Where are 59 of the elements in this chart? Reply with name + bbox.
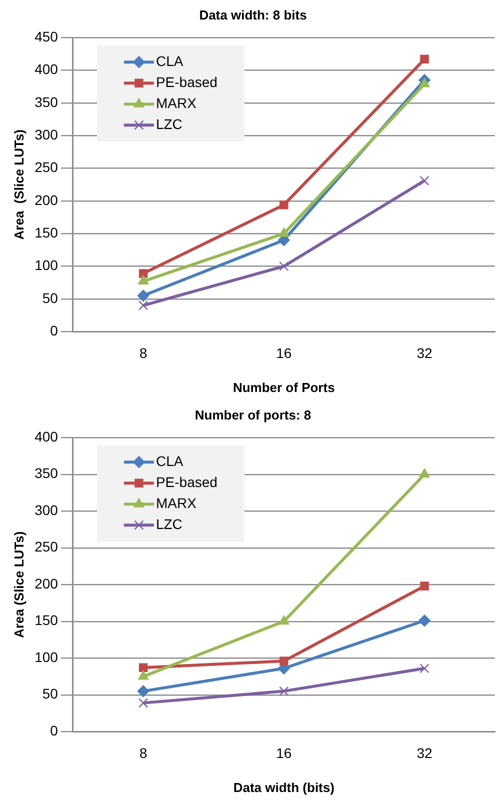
y-tick-label: 200 — [34, 192, 58, 208]
x-tick-label: 8 — [139, 344, 148, 361]
point — [279, 200, 288, 210]
point — [420, 664, 430, 674]
point — [278, 615, 290, 625]
x-axis-title: Data width (bits) — [233, 780, 334, 795]
y-tick-label: 350 — [34, 465, 58, 482]
point — [279, 656, 288, 666]
chart-title: Number of ports: 8 — [194, 407, 312, 422]
y-tick-label: 150 — [34, 612, 58, 628]
y-tick-label: 200 — [34, 575, 58, 592]
legend-label: LZC — [156, 516, 182, 532]
point — [420, 582, 429, 590]
point — [279, 261, 289, 272]
y-axis-title: Area (Slice LUTs) — [11, 531, 26, 638]
y-tick-label: 450 — [34, 28, 58, 44]
point — [138, 269, 148, 278]
y-tick-label: 250 — [34, 538, 58, 555]
y-tick-label: 50 — [42, 290, 58, 306]
point — [418, 614, 430, 627]
point — [279, 686, 289, 696]
x-tick-label: 8 — [139, 744, 148, 761]
y-tick-label: 250 — [34, 159, 58, 176]
point — [138, 300, 148, 310]
y-tick-label: 300 — [34, 502, 58, 518]
point — [419, 468, 430, 478]
legend-label: LZC — [156, 116, 182, 132]
point — [420, 54, 429, 64]
point — [278, 228, 290, 237]
y-tick-label: 100 — [34, 648, 58, 665]
x-axis-title: Number of Ports — [232, 380, 335, 395]
point — [138, 663, 148, 672]
x-tick-label: 16 — [276, 744, 292, 761]
legend-label: CLA — [156, 52, 184, 69]
legend-label: MARX — [156, 94, 198, 111]
legend-label: PE-based — [156, 474, 218, 490]
x-tick-label: 32 — [416, 344, 432, 361]
point — [138, 275, 149, 285]
point — [137, 685, 150, 698]
legend-label: MARX — [156, 494, 198, 511]
point — [420, 176, 430, 186]
y-tick-label: 50 — [42, 686, 58, 702]
x-tick-label: 16 — [276, 344, 292, 361]
y-tick-label: 0 — [50, 322, 58, 338]
y-tick-label: 100 — [34, 257, 58, 274]
y-tick-label: 400 — [34, 428, 58, 444]
y-tick-label: 350 — [34, 94, 58, 110]
y-tick-label: 0 — [50, 722, 58, 738]
x-tick-label: 32 — [416, 744, 432, 761]
y-axis-title: Area (Slice LUTs) — [11, 129, 26, 240]
legend-label: PE-based — [156, 74, 218, 90]
y-tick-label: 300 — [34, 126, 58, 142]
point — [138, 670, 149, 680]
point — [137, 290, 150, 302]
point — [138, 698, 148, 708]
chart-title: Data width: 8 bits — [199, 7, 307, 22]
legend-label: CLA — [156, 452, 184, 469]
y-tick-label: 400 — [34, 61, 58, 78]
y-tick-label: 150 — [34, 224, 58, 240]
